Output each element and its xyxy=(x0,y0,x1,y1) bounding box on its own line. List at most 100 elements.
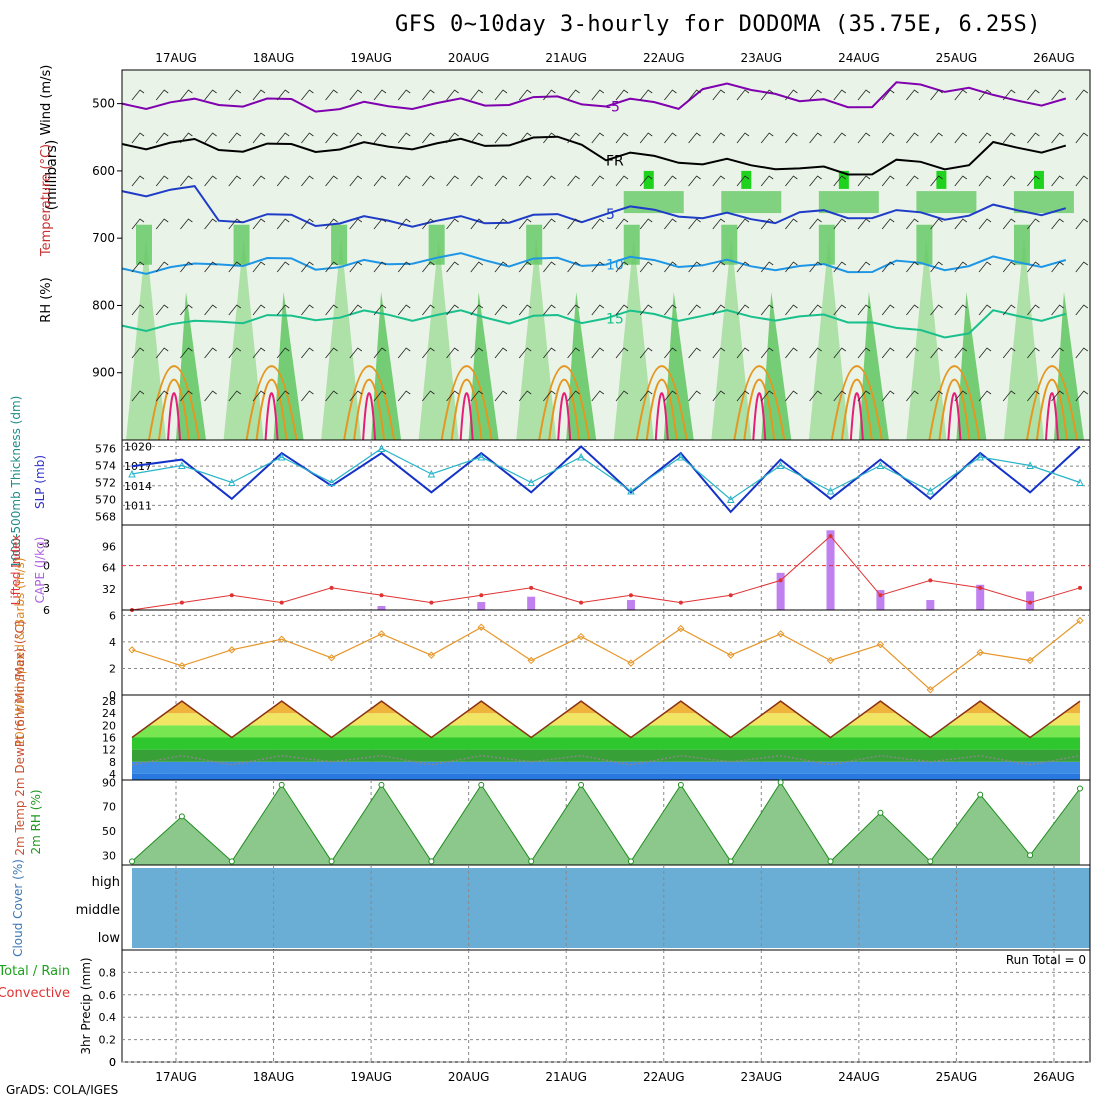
rh-marker xyxy=(478,781,485,788)
warm-temperature-arch xyxy=(538,365,591,441)
rh-shading-band xyxy=(331,224,348,265)
wind-barb xyxy=(712,218,726,230)
wind-barb xyxy=(978,304,992,316)
rh-marker xyxy=(378,781,385,788)
contour-label: 5 xyxy=(606,207,615,223)
wind-barb xyxy=(615,304,629,316)
wind-barb xyxy=(470,261,484,273)
wind-barb xyxy=(155,89,169,101)
wind-barb xyxy=(470,304,484,316)
wind-barb xyxy=(857,218,871,230)
lifted-index-marker xyxy=(579,600,584,605)
rh-marker xyxy=(178,813,185,820)
wind-barb xyxy=(252,132,266,144)
thickness-marker xyxy=(477,452,486,461)
date-label-top: 19AUG xyxy=(350,51,392,65)
lifted-index-marker xyxy=(179,600,184,605)
wind-barb xyxy=(1002,390,1016,402)
rh-shading-band xyxy=(818,224,835,265)
wind-barb xyxy=(494,132,508,144)
lifted-index-marker xyxy=(678,600,683,605)
wind-barb xyxy=(954,132,968,144)
rh-marker xyxy=(129,858,135,865)
thickness-tick-label: 568 xyxy=(95,511,116,524)
wind-barb xyxy=(446,347,459,359)
precip-axis-label: 3hr Precip (mm) xyxy=(79,957,93,1054)
rh-marker xyxy=(627,858,634,865)
rh-shading-upper xyxy=(721,191,782,214)
temperature-contour xyxy=(121,309,1067,339)
wind-barb xyxy=(131,261,145,273)
wind-barb xyxy=(543,304,556,316)
wind-barb xyxy=(906,261,919,273)
warm-temperature-arch xyxy=(840,378,873,441)
wind-barb xyxy=(664,218,677,230)
lifted-index-marker xyxy=(479,593,484,598)
date-label-top: 22AUG xyxy=(643,51,685,65)
wind-barb xyxy=(978,347,992,359)
thickness-marker xyxy=(377,444,386,452)
wind-barb xyxy=(446,89,459,101)
wind-barb xyxy=(736,304,750,316)
wind-barb xyxy=(881,390,895,402)
wind-barb xyxy=(325,218,338,230)
precip-tick-label: 0.2 xyxy=(99,1034,117,1047)
wind-barb xyxy=(785,218,798,230)
warm-temperature-arch xyxy=(255,378,288,441)
lifted-index-line xyxy=(131,535,1081,611)
wind-barb xyxy=(349,390,363,402)
wind-barb xyxy=(252,304,266,316)
wind-barb xyxy=(567,304,580,316)
wind-barb xyxy=(470,390,484,402)
date-label-bottom: 18AUG xyxy=(253,1070,295,1084)
run-total-annotation: Run Total = 0 xyxy=(1006,953,1086,967)
warm-temperature-arch xyxy=(938,378,971,441)
wind-speed-marker xyxy=(228,646,236,654)
wind-barb xyxy=(1027,261,1040,273)
wind-barb xyxy=(857,175,871,187)
dewpoint-line xyxy=(131,754,1081,766)
temperature-tick-label: 4 xyxy=(109,768,116,781)
wind-barb xyxy=(785,347,798,359)
lifted-index-marker xyxy=(778,578,783,583)
wind-barb xyxy=(930,390,943,402)
wind-barb xyxy=(325,261,338,273)
wind-barb xyxy=(373,304,387,316)
wind-barb xyxy=(1002,132,1016,144)
rh-marker xyxy=(977,791,984,798)
wind-barb xyxy=(615,132,629,144)
wind-barb xyxy=(785,175,798,187)
rh-marker xyxy=(727,858,734,865)
slp-axis-label: SLP (mb) xyxy=(33,455,47,509)
wind-barb xyxy=(639,390,653,402)
warm-temperature-arch xyxy=(733,365,786,441)
wind-barb xyxy=(760,347,774,359)
rh-tick-label: 50 xyxy=(102,825,116,838)
thickness-tick-label: 574 xyxy=(95,460,116,473)
lifted-index-tick-label: -3 xyxy=(39,537,50,550)
rh-shading-band xyxy=(721,224,738,265)
wind-barb xyxy=(809,304,822,316)
wind-barb xyxy=(639,347,653,359)
wind-barb xyxy=(373,89,387,101)
date-label-top: 18AUG xyxy=(253,51,295,65)
wind-barb xyxy=(1002,89,1016,101)
warm-temperature-arch xyxy=(264,392,279,441)
temperature-tick-label: 12 xyxy=(102,744,116,757)
cloud-level-label: high xyxy=(92,875,120,890)
temperature-line xyxy=(131,700,1081,739)
wind-barb xyxy=(543,218,556,230)
wind-barb xyxy=(760,218,774,230)
lifted-index-marker xyxy=(628,593,633,598)
wind-speed-marker xyxy=(128,646,136,654)
wind-barb xyxy=(446,261,459,273)
wind-speed-marker xyxy=(627,659,635,667)
wind-barb xyxy=(422,347,435,359)
wind-barb xyxy=(906,89,919,101)
rh-shading-upper xyxy=(1013,191,1074,214)
wind-barb xyxy=(349,261,363,273)
wind-barb xyxy=(131,132,145,144)
wind-barb xyxy=(349,347,363,359)
wind-barb xyxy=(881,132,895,144)
wind-barb xyxy=(470,175,484,187)
